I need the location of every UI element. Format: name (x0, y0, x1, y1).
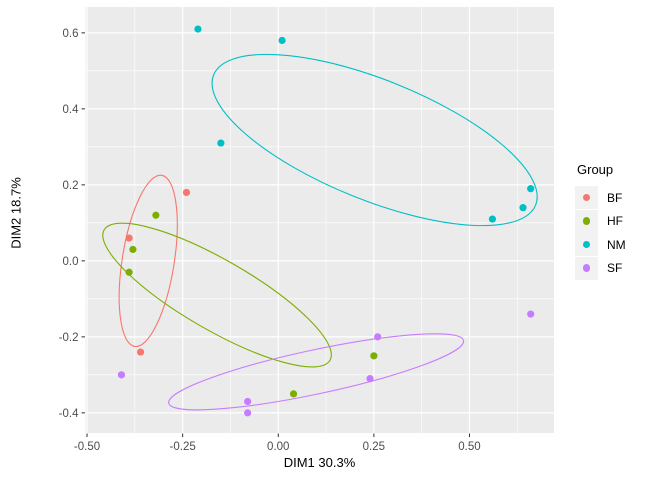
legend-item-BF: BF (575, 186, 626, 209)
x-tick-label: -0.50 (74, 441, 100, 453)
legend-title: Group (577, 162, 614, 177)
legend-label-SF: SF (607, 261, 623, 275)
point-NM (519, 204, 527, 212)
point-HF (370, 352, 378, 360)
y-tick-label: -0.4 (59, 408, 79, 420)
point-HF (289, 390, 298, 398)
legend-item-HF: HF (575, 209, 626, 233)
point-BF (125, 234, 133, 242)
legend-item-SF: SF (575, 256, 626, 280)
point-NM (194, 25, 202, 33)
legend-item-NM: NM (575, 233, 626, 256)
y-tick-label: 0.2 (63, 180, 79, 192)
point-NM (488, 215, 497, 223)
x-tick-label: 0.50 (458, 441, 480, 453)
legend-label-HF: HF (607, 214, 623, 228)
legend-label-BF: BF (607, 190, 623, 205)
point-SF (244, 397, 252, 406)
point-SF (244, 409, 252, 417)
point-HF (152, 211, 160, 219)
y-tick-label: 0.6 (63, 28, 79, 40)
point-SF (527, 310, 535, 318)
point-BF (182, 188, 191, 197)
point-SF (374, 333, 382, 341)
point-SF (117, 371, 126, 379)
y-tick-label: 0.0 (63, 256, 79, 268)
confidence-ellipse-NM (211, 53, 538, 227)
x-tick-label: 0.00 (267, 441, 289, 453)
data-layer (102, 25, 538, 417)
legend-key-BF (575, 186, 598, 209)
x-tick-label: 0.25 (363, 441, 385, 453)
legend-label-NM: NM (607, 237, 626, 252)
legend-dot-icon (582, 193, 591, 202)
panel-background (85, 7, 554, 433)
point-HF (129, 245, 137, 254)
confidence-ellipse-BF (118, 174, 178, 348)
legend-dot-icon (582, 217, 591, 225)
legend-key-NM (575, 233, 598, 256)
y-axis-title: DIM2 18.7% (8, 177, 24, 249)
x-axis-title: DIM1 30.3% (283, 455, 356, 470)
legend-key-SF (575, 256, 598, 280)
y-tick-label: 0.4 (63, 104, 80, 116)
legend-dot-icon (582, 240, 591, 249)
point-NM (217, 139, 225, 147)
y-tick-label: -0.2 (59, 332, 79, 344)
legend-key-HF (575, 209, 598, 233)
legend-items: BF HF NM SF (575, 186, 626, 280)
point-SF (366, 375, 374, 383)
point-NM (527, 185, 535, 193)
legend-dot-icon (582, 264, 591, 272)
legend: Group BF HF NM SF (575, 162, 626, 280)
confidence-ellipse-HF (102, 222, 332, 368)
confidence-ellipse-SF (168, 333, 465, 411)
point-NM (278, 36, 286, 45)
point-HF (125, 268, 133, 276)
point-BF (136, 348, 145, 356)
x-tick-label: -0.25 (170, 441, 196, 453)
